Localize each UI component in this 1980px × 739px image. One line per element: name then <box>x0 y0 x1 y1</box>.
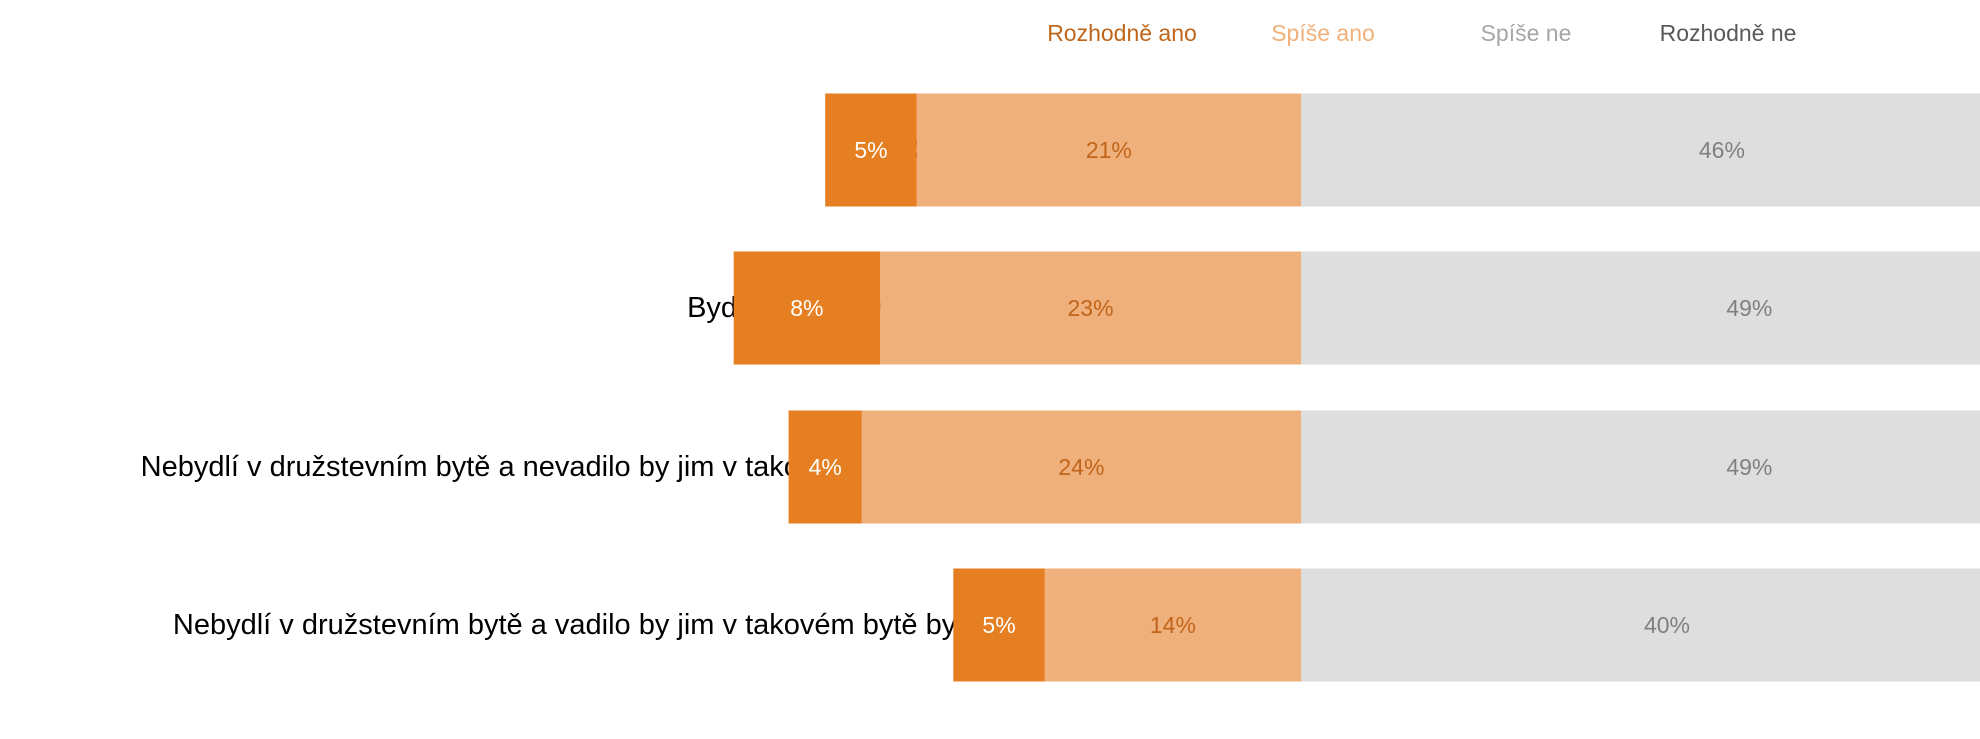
legend-item-spise-ano: Spíše ano <box>1271 20 1375 46</box>
bar-segment-spise-ano <box>916 93 1301 207</box>
data-labels: 21%5%46%28%23%8%49%21%24%4%49%22%14%5%40… <box>790 137 1772 638</box>
data-label-spise-ne: 40% <box>1644 612 1690 638</box>
bar-segment-spise-ne <box>1301 568 1980 682</box>
data-label-spise-ne: 49% <box>1726 454 1772 480</box>
bar-segment-spise-ano <box>1044 568 1301 682</box>
bar-segment-spise-ne <box>1301 410 1980 524</box>
bar-segment-rozhodne-ano <box>825 93 917 207</box>
bar-segments <box>733 93 1980 682</box>
legend-item-rozhodne-ne: Rozhodně ne <box>1660 20 1797 46</box>
legend-item-spise-ne: Spíše ne <box>1481 20 1572 46</box>
chart-legend: Rozhodně ano Spíše ano Spíše ne Rozhodně ne <box>1047 20 1796 46</box>
bar-segment-spise-ne <box>1301 251 1980 365</box>
data-label-rozhodne-ano: 8% <box>790 295 823 321</box>
data-label-spise-ne: 49% <box>1726 295 1772 321</box>
data-label-spise-ne: 46% <box>1699 137 1745 163</box>
category-label: Nebydlí v družstevním bytě a vadilo by j… <box>173 609 1003 641</box>
data-label-spise-ano: 21% <box>1086 137 1132 163</box>
bar-segment-spise-ano <box>861 410 1301 524</box>
data-label-rozhodne-ano: 4% <box>809 454 842 480</box>
bar-segment-rozhodne-ano <box>733 251 881 365</box>
bar-segment-rozhodne-ano <box>953 568 1045 682</box>
data-label-spise-ano: 23% <box>1068 295 1114 321</box>
legend-item-rozhodne-ano: Rozhodně ano <box>1047 20 1197 46</box>
bar-segment-rozhodne-ano <box>788 410 862 524</box>
category-labels: CelkemBydlí v družstevním bytěNebydlí v … <box>141 134 1003 641</box>
bar-segment-spise-ano <box>880 251 1301 365</box>
data-label-rozhodne-ano: 5% <box>982 612 1015 638</box>
data-label-spise-ano: 24% <box>1058 454 1104 480</box>
data-label-spise-ano: 14% <box>1150 612 1196 638</box>
bar-segment-spise-ne <box>1301 93 1980 207</box>
data-label-rozhodne-ano: 5% <box>854 137 887 163</box>
